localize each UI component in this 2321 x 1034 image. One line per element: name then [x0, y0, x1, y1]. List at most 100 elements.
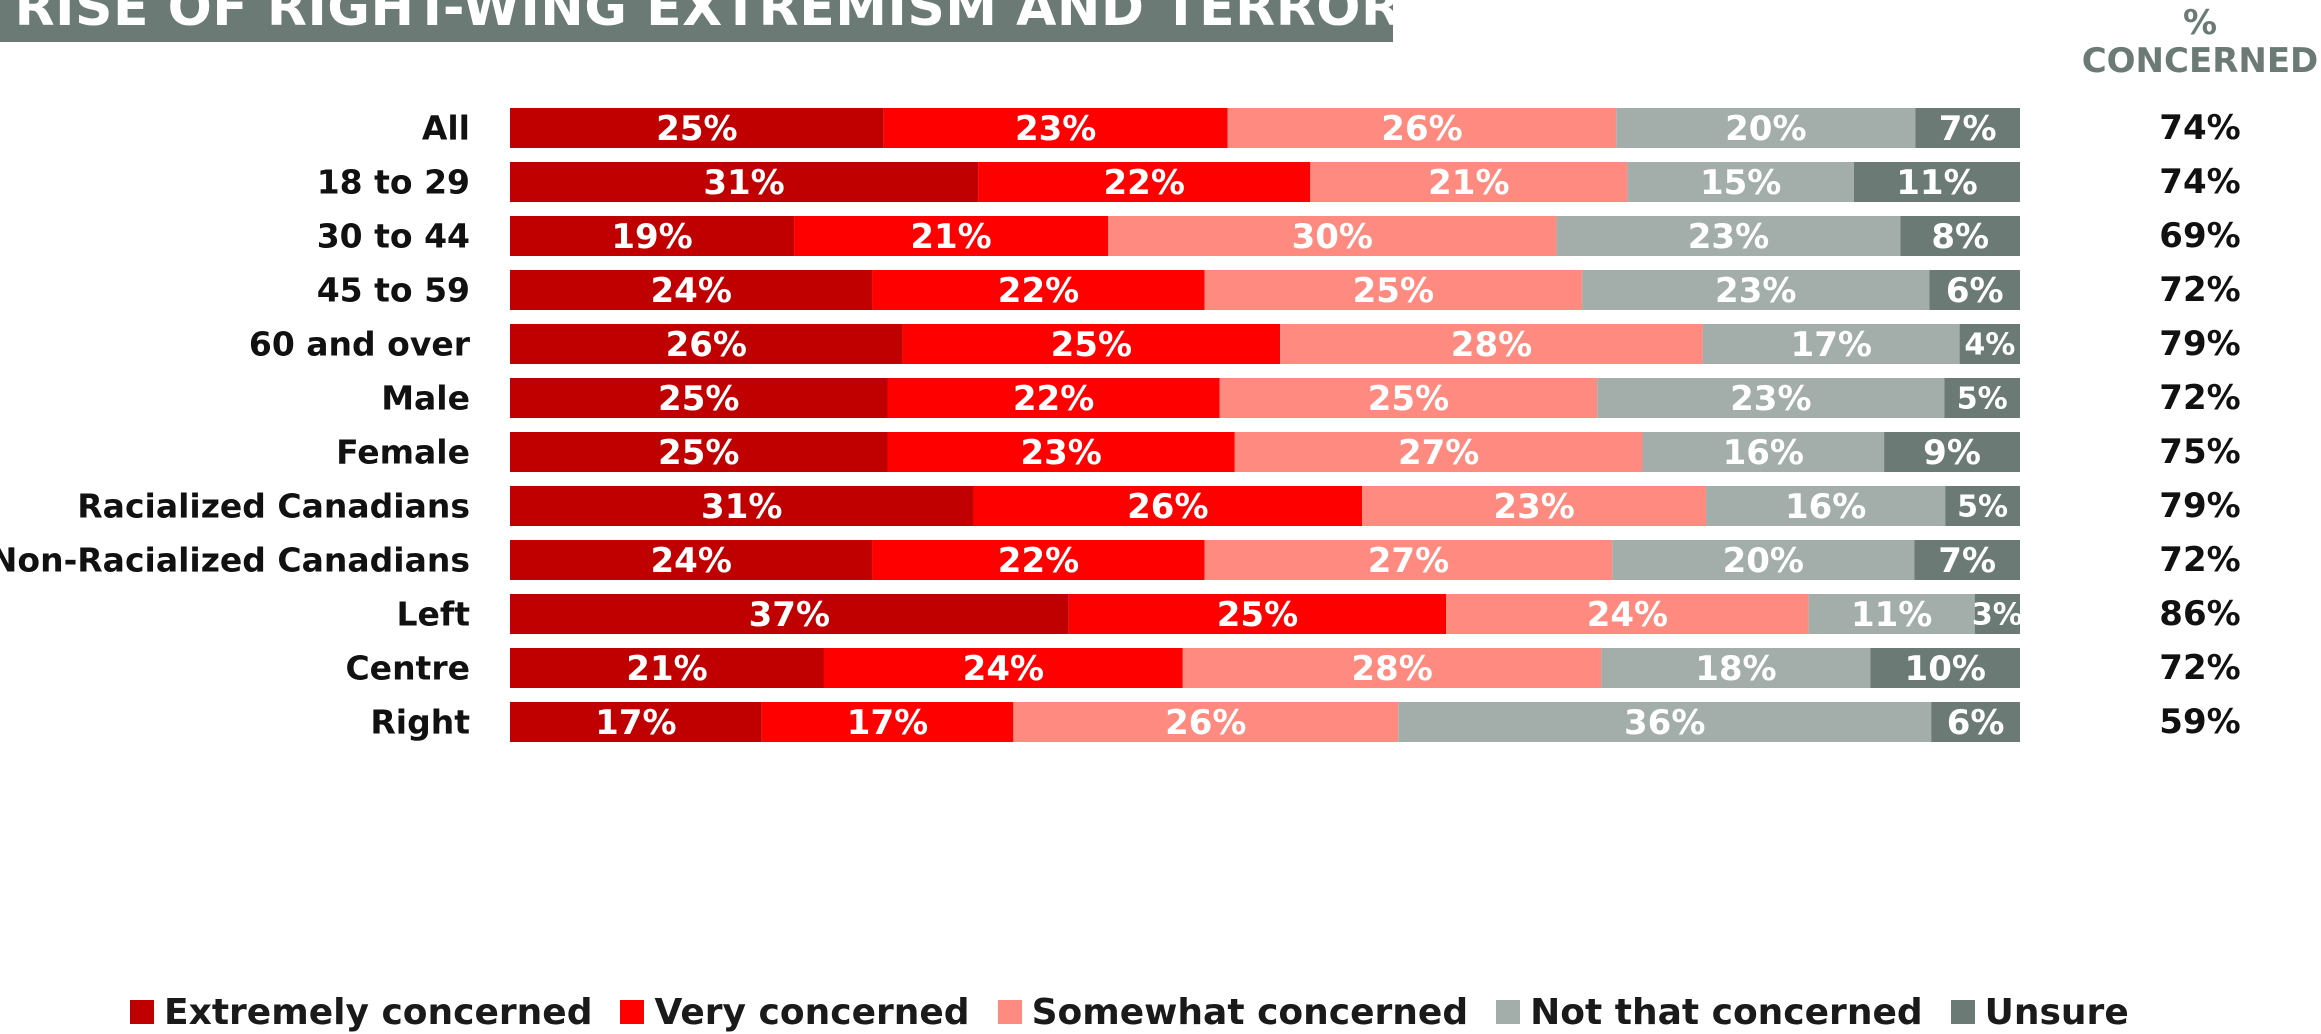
bar-female-very-concerned: [887, 432, 1235, 472]
data-label-60-and-over-extremely-concerned: 26%: [666, 325, 747, 365]
data-label-centre-extremely-concerned: 21%: [626, 649, 707, 689]
bar-centre-unsure: [1870, 648, 2020, 688]
data-label-45-to-59-extremely-concerned: 24%: [651, 271, 732, 311]
bar-18-to-29-extremely-concerned: [510, 162, 979, 202]
data-label-right-extremely-concerned: 17%: [595, 703, 676, 743]
bar-right-unsure: [1931, 702, 2020, 742]
row-label-all: All: [422, 109, 470, 148]
row-label-45-to-59: 45 to 59: [317, 271, 470, 310]
bar-left-somewhat-concerned: [1446, 594, 1809, 634]
row-label-centre: Centre: [345, 649, 470, 688]
concerned-total-60-and-over: 79%: [2159, 324, 2240, 364]
bar-female-not-that-concerned: [1642, 432, 1885, 472]
data-label-all-extremely-concerned: 25%: [656, 109, 737, 149]
bar-30-to-44-somewhat-concerned: [1108, 216, 1557, 256]
legend-label-not-that-concerned: Not that concerned: [1530, 991, 1923, 1033]
bar-male-extremely-concerned: [510, 378, 888, 418]
bar-right-very-concerned: [761, 702, 1014, 742]
bar-centre-somewhat-concerned: [1182, 648, 1602, 688]
bar-18-to-29-not-that-concerned: [1627, 162, 1854, 202]
bar-all-extremely-concerned: [510, 108, 884, 148]
concerned-total-all: 74%: [2159, 108, 2240, 148]
legend-swatch-unsure: [1950, 1000, 1975, 1024]
legend-swatch-very-concerned: [620, 1000, 645, 1024]
bar-45-to-59-unsure: [1929, 270, 2020, 310]
bar-left-unsure: [1974, 594, 2020, 634]
concerned-total-18-to-29: 74%: [2159, 162, 2240, 202]
legend-swatch-extremely-concerned: [130, 1000, 154, 1024]
bar-racialized-canadians-somewhat-concerned: [1362, 486, 1707, 526]
row-label-female: Female: [336, 433, 470, 472]
data-label-right-very-concerned: 17%: [847, 703, 928, 743]
chart-legend: Extremely concerned Very concerned Somew…: [130, 990, 2157, 1034]
data-label-female-very-concerned: 23%: [1020, 433, 1101, 473]
concerned-total-right: 59%: [2159, 702, 2240, 742]
bar-right-extremely-concerned: [510, 702, 762, 742]
data-label-centre-not-that-concerned: 18%: [1695, 649, 1776, 689]
bar-female-unsure: [1884, 432, 2020, 472]
legend-swatch-not-that-concerned: [1496, 1000, 1521, 1024]
bar-non-racialized-canadians-extremely-concerned: [510, 540, 873, 580]
legend-label-very-concerned: Very concerned: [654, 991, 970, 1033]
concerned-total-male: 72%: [2159, 378, 2240, 418]
title-bar: E RISE OF RIGHT-WING EXTREMISM AND TERRO…: [0, 0, 1393, 42]
bar-racialized-canadians-not-that-concerned: [1706, 486, 1946, 526]
data-label-all-somewhat-concerned: 26%: [1381, 109, 1462, 149]
data-label-non-racialized-canadians-very-concerned: 22%: [998, 541, 1079, 581]
bar-centre-very-concerned: [823, 648, 1183, 688]
data-label-18-to-29-very-concerned: 22%: [1104, 163, 1185, 203]
concerned-total-non-racialized-canadians: 72%: [2159, 540, 2240, 580]
bar-30-to-44-very-concerned: [794, 216, 1109, 256]
data-label-30-to-44-extremely-concerned: 19%: [611, 217, 692, 257]
bar-60-and-over-unsure: [1959, 324, 2020, 364]
bar-centre-not-that-concerned: [1601, 648, 1871, 688]
data-label-left-extremely-concerned: 37%: [749, 595, 830, 635]
data-label-45-to-59-unsure: 6%: [1946, 271, 2004, 311]
bar-30-to-44-unsure: [1900, 216, 2020, 256]
row-label-18-to-29: 18 to 29: [317, 163, 470, 202]
row-label-racialized-canadians: Racialized Canadians: [77, 487, 470, 526]
row-label-male: Male: [381, 379, 470, 418]
data-label-18-to-29-unsure: 11%: [1896, 163, 1977, 203]
bar-18-to-29-very-concerned: [978, 162, 1311, 202]
data-label-male-somewhat-concerned: 25%: [1368, 379, 1449, 419]
legend-item-somewhat-concerned: Somewhat concerned: [997, 992, 1468, 1033]
data-label-female-unsure: 9%: [1923, 433, 1981, 473]
data-label-left-unsure: 3%: [1972, 598, 2023, 633]
row-label-right: Right: [370, 703, 470, 742]
data-label-left-very-concerned: 25%: [1217, 595, 1298, 635]
data-label-racialized-canadians-extremely-concerned: 31%: [701, 487, 782, 527]
data-label-all-not-that-concerned: 20%: [1725, 109, 1806, 149]
concerned-header-percent: %: [2182, 3, 2218, 43]
bar-30-to-44-extremely-concerned: [510, 216, 795, 256]
data-label-racialized-canadians-not-that-concerned: 16%: [1785, 487, 1866, 527]
data-label-right-not-that-concerned: 36%: [1624, 703, 1705, 743]
data-label-left-not-that-concerned: 11%: [1851, 595, 1932, 635]
data-label-non-racialized-canadians-extremely-concerned: 24%: [651, 541, 732, 581]
data-label-racialized-canadians-somewhat-concerned: 23%: [1493, 487, 1574, 527]
data-label-30-to-44-not-that-concerned: 23%: [1688, 217, 1769, 257]
bar-all-not-that-concerned: [1616, 108, 1916, 148]
data-label-18-to-29-somewhat-concerned: 21%: [1428, 163, 1509, 203]
legend-item-extremely-concerned: Extremely concerned: [130, 992, 592, 1033]
bar-60-and-over-somewhat-concerned: [1280, 324, 1703, 364]
legend-label-extremely-concerned: Extremely concerned: [164, 991, 593, 1033]
data-label-45-to-59-very-concerned: 22%: [998, 271, 1079, 311]
data-label-non-racialized-canadians-somewhat-concerned: 27%: [1368, 541, 1449, 581]
data-label-centre-somewhat-concerned: 28%: [1351, 649, 1432, 689]
concerned-column-header: % CONCERNED: [2080, 4, 2320, 80]
data-label-racialized-canadians-very-concerned: 26%: [1127, 487, 1208, 527]
bar-male-not-that-concerned: [1597, 378, 1945, 418]
bar-45-to-59-very-concerned: [872, 270, 1205, 310]
bar-non-racialized-canadians-somewhat-concerned: [1204, 540, 1613, 580]
concerned-total-racialized-canadians: 79%: [2159, 486, 2240, 526]
bar-right-somewhat-concerned: [1013, 702, 1399, 742]
concerned-total-left: 86%: [2159, 594, 2240, 634]
bar-non-racialized-canadians-not-that-concerned: [1612, 540, 1915, 580]
data-label-non-racialized-canadians-not-that-concerned: 20%: [1723, 541, 1804, 581]
data-label-18-to-29-not-that-concerned: 15%: [1700, 163, 1781, 203]
row-label-left: Left: [396, 595, 470, 634]
data-label-female-somewhat-concerned: 27%: [1398, 433, 1479, 473]
bar-non-racialized-canadians-unsure: [1914, 540, 2020, 580]
legend-item-not-that-concerned: Not that concerned: [1496, 992, 1923, 1033]
